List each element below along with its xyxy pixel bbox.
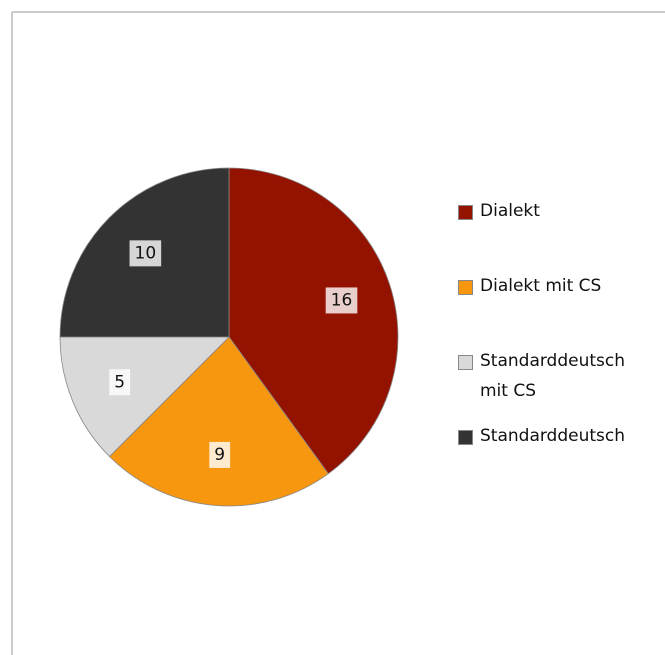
data-label-bg	[325, 287, 358, 314]
data-label: 9	[209, 441, 231, 468]
pie-slice	[59, 336, 230, 458]
data-label-text: 5	[114, 372, 125, 392]
legend-label: Dialekt mit CS	[480, 276, 602, 296]
pie-slice	[228, 167, 399, 475]
data-label-bg	[209, 441, 231, 468]
data-label-bg	[129, 240, 162, 267]
pie-slice	[108, 336, 329, 507]
data-label: 10	[129, 240, 162, 267]
legend-swatch	[458, 355, 473, 370]
legend-label: Dialekt	[480, 201, 540, 221]
legend-item: Dialekt mit CS	[458, 271, 658, 346]
legend-label: Standarddeutsch mit CS	[480, 351, 626, 401]
legend-item: Standarddeutsch	[458, 421, 658, 496]
data-label: 16	[325, 287, 358, 314]
data-label-text: 10	[135, 243, 157, 263]
data-label-text: 9	[214, 445, 225, 465]
data-label-bg	[109, 369, 131, 396]
legend-item: Dialekt	[458, 196, 658, 271]
legend: Dialekt Dialekt mit CS Standarddeutsch mit…	[458, 196, 658, 496]
legend-swatch	[458, 280, 473, 295]
data-label: 5	[109, 369, 131, 396]
legend-item: Standarddeutsch mit CS	[458, 346, 658, 421]
legend-swatch	[458, 430, 473, 445]
legend-label: Standarddeutsch	[480, 426, 626, 446]
data-label-text: 16	[331, 290, 353, 310]
legend-swatch	[458, 205, 473, 220]
